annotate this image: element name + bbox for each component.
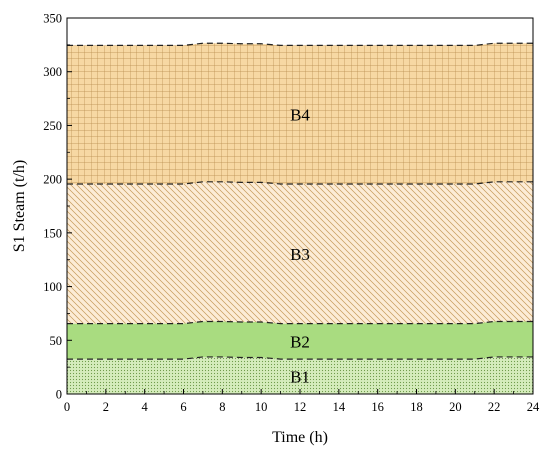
y-axis-title: S1 Steam (t/h) — [11, 160, 28, 252]
x-axis: 0 2 4 6 8 10 12 14 16 18 20 22 24 — [64, 389, 540, 414]
band-label-b3: B3 — [290, 245, 310, 264]
x-tick-label: 6 — [180, 400, 186, 414]
boundary-line-b2 — [67, 320, 533, 325]
x-tick-label: 24 — [527, 400, 540, 414]
x-tick-label: 8 — [219, 400, 225, 414]
area-band-b3 — [67, 181, 533, 324]
y-tick-label: 0 — [56, 388, 62, 402]
x-axis-title: Time (h) — [272, 429, 328, 446]
y-tick-label: 150 — [43, 226, 62, 240]
band-label-b2: B2 — [290, 332, 310, 351]
y-axis: 0 50 100 150 200 250 300 350 — [43, 12, 72, 402]
x-tick-label: 22 — [488, 400, 501, 414]
area-band-b1 — [67, 356, 533, 394]
boundary-line-b1 — [67, 356, 533, 360]
band-label-b4: B4 — [290, 106, 310, 125]
y-tick-label: 200 — [43, 173, 62, 187]
y-tick-label: 300 — [43, 65, 62, 79]
area-band-b2 — [67, 321, 533, 360]
x-tick-label: 20 — [449, 400, 462, 414]
x-tick-label: 14 — [333, 400, 346, 414]
x-tick-label: 16 — [371, 400, 384, 414]
area-band-b4 — [67, 43, 533, 184]
x-tick-label: 12 — [294, 400, 307, 414]
y-tick-label: 350 — [43, 12, 62, 26]
y-tick-label: 100 — [43, 280, 62, 294]
x-tick-label: 4 — [142, 400, 149, 414]
x-tick-label: 0 — [64, 400, 70, 414]
band-label-b1: B1 — [290, 368, 310, 387]
area-bands — [67, 43, 533, 394]
area-boundaries — [67, 42, 533, 360]
band-labels: B1 B2 B3 B4 — [290, 106, 310, 387]
x-tick-label: 10 — [255, 400, 268, 414]
boundary-line-b4 — [67, 42, 533, 46]
y-tick-label: 250 — [43, 119, 62, 133]
boundary-line-b3 — [67, 181, 533, 185]
x-tick-label: 2 — [103, 400, 109, 414]
x-tick-label: 18 — [410, 400, 423, 414]
y-tick-label: 50 — [50, 334, 63, 348]
